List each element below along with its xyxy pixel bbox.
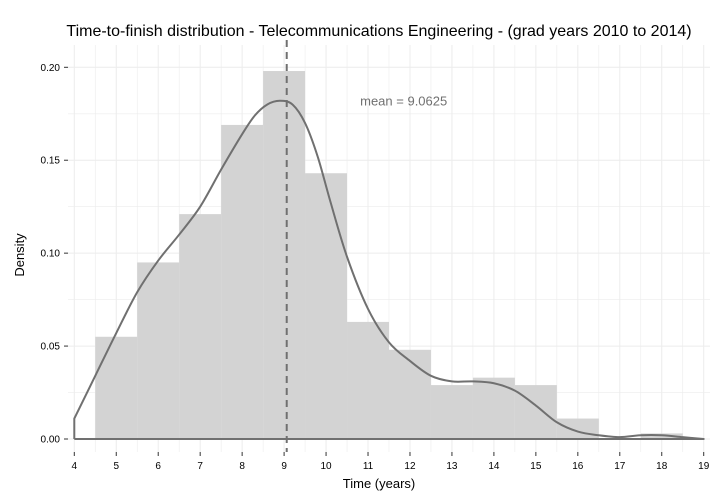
y-tick-label: 0.00 [41, 434, 61, 445]
histogram-bar [556, 418, 599, 439]
histogram-bar [179, 214, 222, 439]
y-tick-label: 0.20 [41, 63, 61, 74]
mean-label: mean = 9.0625 [360, 93, 447, 108]
x-tick-label: 17 [614, 461, 626, 472]
x-tick-label: 5 [113, 461, 119, 472]
mean-layer: mean = 9.0625 [285, 40, 447, 452]
x-tick-label: 18 [656, 461, 668, 472]
histogram-bar [347, 321, 389, 439]
histogram-bar [137, 262, 180, 439]
x-tick-label: 12 [404, 461, 416, 472]
x-tick-label: 14 [488, 461, 500, 472]
histogram-bar [514, 385, 557, 439]
y-axis-title: Density [12, 233, 27, 277]
x-tick-label: 16 [572, 461, 584, 472]
density-curve-layer [73, 99, 705, 440]
x-tick-label: 15 [530, 461, 542, 472]
x-tick-label: 6 [155, 461, 161, 472]
x-tick-label: 19 [698, 461, 710, 472]
y-axis: 0.00 0.05 0.10 0.15 0.20 [41, 63, 68, 445]
x-tick-label: 10 [320, 461, 332, 472]
histogram-bars [95, 71, 683, 439]
x-tick-label: 9 [281, 461, 287, 472]
x-axis: 4 5 6 7 8 9 10 11 12 13 14 15 16 17 18 19 [72, 452, 710, 472]
density-curve [73, 99, 705, 440]
x-tick-label: 13 [446, 461, 458, 472]
histogram-bar [263, 71, 306, 439]
x-tick-label: 7 [197, 461, 203, 472]
histogram-bar [221, 124, 264, 439]
x-tick-label: 4 [72, 461, 78, 472]
y-tick-label: 0.15 [41, 156, 61, 167]
y-tick-label: 0.05 [41, 342, 61, 353]
y-tick-label: 0.10 [41, 249, 61, 260]
histogram-bar [95, 336, 138, 439]
chart-title: Time-to-finish distribution - Telecommun… [66, 23, 691, 40]
histogram-bar [389, 349, 431, 439]
x-tick-label: 8 [239, 461, 245, 472]
x-axis-title: Time (years) [343, 476, 415, 491]
x-tick-label: 11 [363, 461, 374, 472]
histogram-bar [305, 173, 348, 439]
histogram-bar [430, 385, 473, 439]
